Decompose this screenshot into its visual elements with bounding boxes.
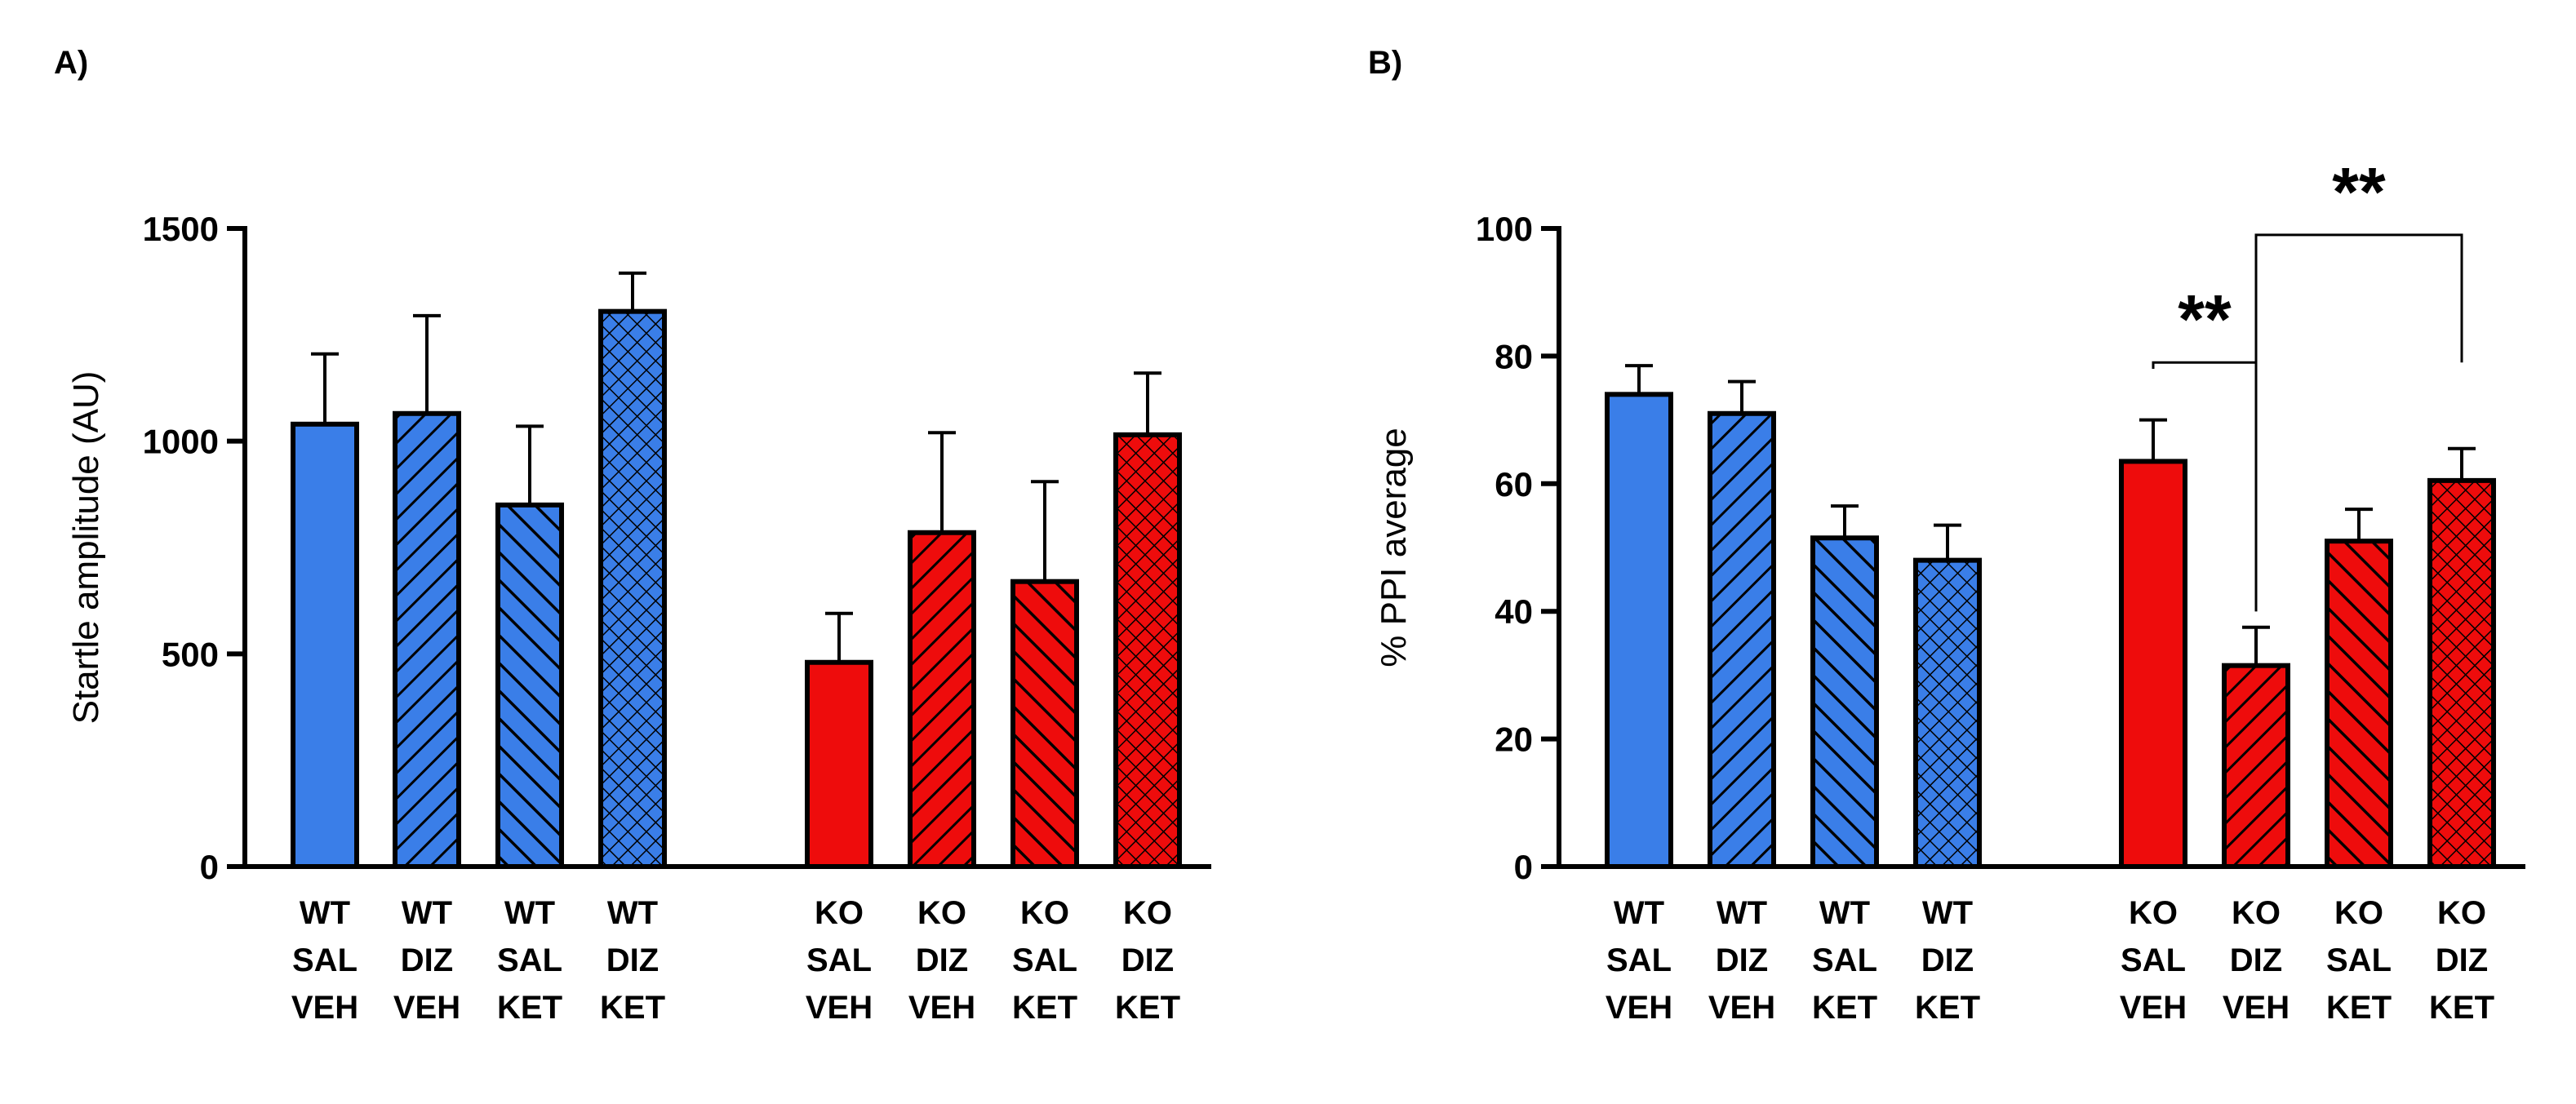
x-tick-label: SAL [1606,942,1672,978]
x-tick-label: KO [917,895,966,931]
x-tick-label: DIZ [2436,942,2488,978]
x-tick-label: WT [402,895,452,931]
bar-wt-sal-ket [495,502,564,869]
bar-ko-sal-veh [2119,459,2187,869]
y-axis-label: Startle amplitude (AU) [66,371,106,725]
bar-wt-sal-veh [1605,392,1673,869]
chart-panel-a: 0 500 1000 1500 Startle amplitude (AU) WT SAL V… [66,210,1211,1026]
x-tick-label: VEH [806,990,873,1026]
x-tick-label: WT [1819,895,1870,931]
x-tick-label: DIZ [401,942,453,978]
x-tick-label: KO [2437,895,2486,931]
bar-wt-sal-veh [291,421,359,869]
significance-bracket [2254,233,2463,612]
bar-wt-diz-veh [1708,410,1776,869]
x-tick-label: VEH [291,990,358,1026]
y-tick-label: 20 [1495,720,1533,759]
bar-ko-sal-veh [805,659,873,870]
x-tick-label: SAL [292,942,358,978]
y-tick-label: 0 [200,848,219,886]
x-tick-label: WT [1717,895,1767,931]
bar-ko-diz-veh [2222,663,2290,869]
bar-ko-diz-veh [908,530,976,870]
x-tick-label: SAL [1812,942,1877,978]
y-axis-label: % PPI average [1374,428,1414,667]
y-tick-label: 100 [1476,210,1533,248]
x-tick-label: KO [2129,895,2178,931]
x-tick-label: KO [1020,895,1069,931]
x-tick-label: KET [1812,990,1877,1026]
bar-ko-diz-ket [1113,432,1182,869]
x-tick-label: KO [815,895,864,931]
x-tick-label: DIZ [1716,942,1768,978]
x-tick-label: VEH [1708,990,1775,1026]
x-tick-label: SAL [497,942,562,978]
significance-label: ** [2332,153,2386,230]
x-tick-label: KO [1123,895,1172,931]
x-tick-label: KET [1012,990,1077,1026]
significance-label: ** [2178,281,2232,357]
y-tick-label: 500 [162,635,219,673]
y-tick-label: 0 [1514,848,1533,886]
x-tick-label: SAL [806,942,872,978]
x-tick-label: WT [1922,895,1973,931]
x-tick-label: DIZ [606,942,659,978]
bar-wt-diz-ket [1913,557,1982,869]
x-tick-label: KO [2334,895,2383,931]
x-tick-label: DIZ [916,942,968,978]
x-tick-label: DIZ [1921,942,1974,978]
y-tick-label: 80 [1495,337,1533,375]
x-tick-label: DIZ [1121,942,1174,978]
chart-panel-b: 0 20 40 60 80 100 % PPI average WT SAL VEH WT DIZ VE… [1374,153,2525,1026]
x-tick-label: KET [1915,990,1980,1026]
panel-label-a: A) [54,45,89,81]
bar-ko-sal-ket [1010,579,1079,869]
x-tick-label: DIZ [2230,942,2282,978]
bar-ko-sal-ket [2325,539,2393,869]
x-tick-label: VEH [393,990,460,1026]
bar-ko-diz-ket [2427,477,2496,869]
x-tick-label: KET [1115,990,1180,1026]
x-tick-label: WT [300,895,350,931]
x-tick-label: VEH [908,990,975,1026]
x-tick-label: SAL [2121,942,2186,978]
x-tick-label: VEH [1606,990,1672,1026]
x-tick-label: KET [2429,990,2494,1026]
x-tick-label: KET [2326,990,2392,1026]
x-tick-label: VEH [2120,990,2187,1026]
y-tick-label: 1500 [143,210,219,248]
x-tick-label: WT [1614,895,1664,931]
x-tick-label: KO [2232,895,2281,931]
y-tick-label: 40 [1495,592,1533,631]
x-tick-label: KET [497,990,562,1026]
panel-label-b: B) [1368,45,1403,81]
x-tick-label: WT [504,895,555,931]
bar-wt-sal-ket [1810,535,1879,870]
x-tick-label: KET [600,990,665,1026]
bar-wt-diz-ket [598,308,667,870]
y-tick-label: 60 [1495,465,1533,503]
x-tick-label: WT [607,895,658,931]
x-tick-label: VEH [2223,990,2290,1026]
x-tick-label: SAL [2326,942,2392,978]
y-tick-label: 1000 [143,423,219,461]
x-tick-label: SAL [1012,942,1077,978]
bar-wt-diz-veh [393,410,461,869]
